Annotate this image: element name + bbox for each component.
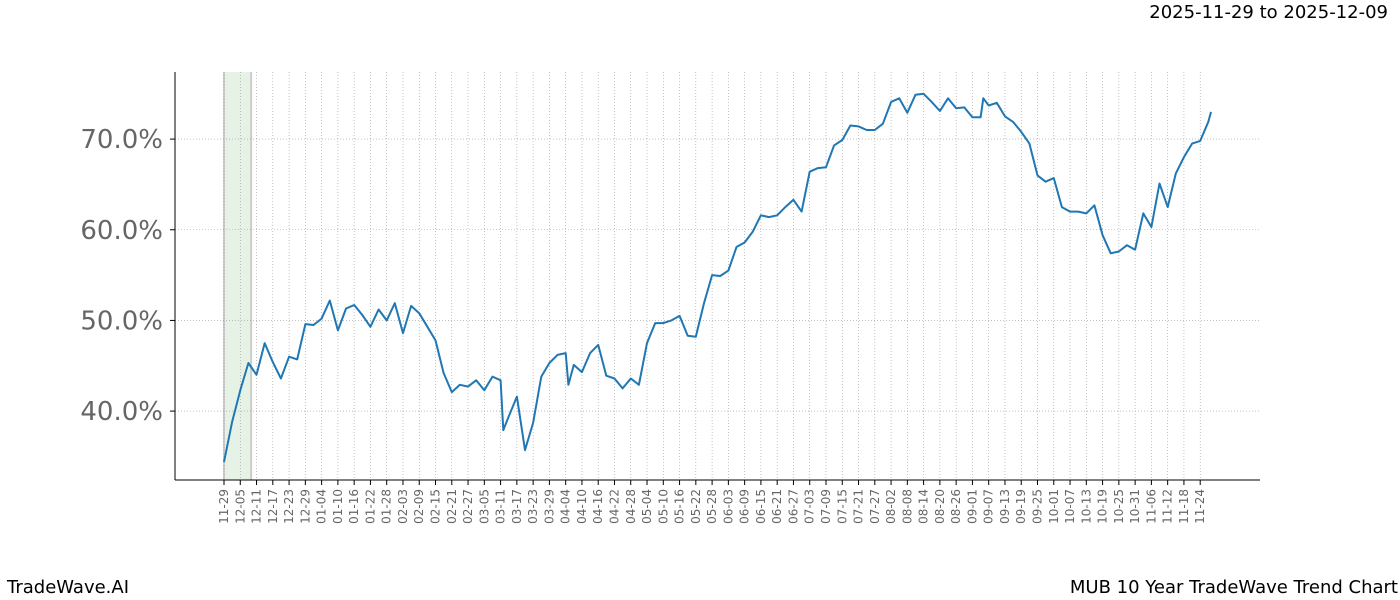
trend-line [223, 92, 1212, 463]
x-tick-label: 11-29 [217, 489, 231, 524]
x-tick-label: 06-15 [754, 489, 768, 524]
x-tick-label: 09-07 [982, 489, 996, 524]
x-tick-label: 07-09 [819, 489, 833, 524]
y-tick-label: 70.0% [80, 125, 163, 155]
highlight-band [224, 72, 252, 480]
x-tick-label: 09-19 [1014, 489, 1028, 524]
y-tick-label: 60.0% [80, 216, 163, 246]
x-tick-label: 01-10 [331, 489, 345, 524]
x-tick-label: 06-09 [738, 489, 752, 524]
x-tick-label: 05-10 [656, 489, 670, 524]
x-tick-label: 06-21 [770, 489, 784, 524]
x-tick-label: 04-10 [575, 489, 589, 524]
x-tick-label: 02-27 [461, 489, 475, 524]
x-tick-label: 08-08 [900, 489, 914, 524]
date-range-label: 2025-11-29 to 2025-12-09 [1149, 2, 1388, 23]
x-tick-label: 11-06 [1144, 489, 1158, 524]
brand-label: TradeWave.AI [7, 577, 130, 598]
x-tick-label: 01-28 [380, 489, 394, 524]
x-tick-label: 10-01 [1047, 489, 1061, 524]
x-tick-label: 10-07 [1063, 489, 1077, 524]
x-tick-label: 10-19 [1096, 489, 1110, 524]
x-tick-label: 04-16 [591, 489, 605, 524]
x-tick-label: 02-09 [412, 489, 426, 524]
x-tick-label: 07-27 [868, 489, 882, 524]
x-tick-label: 01-22 [363, 489, 377, 524]
x-tick-label: 02-21 [445, 489, 459, 524]
x-tick-label: 07-03 [803, 489, 817, 524]
x-tick-label: 03-11 [494, 489, 508, 524]
x-tick-label: 04-04 [559, 489, 573, 524]
x-tick-label: 09-25 [1031, 489, 1045, 524]
x-tick-label: 06-27 [786, 489, 800, 524]
x-tick-label: 08-20 [933, 489, 947, 524]
x-tick-label: 07-21 [852, 489, 866, 524]
x-tick-label: 11-18 [1177, 489, 1191, 524]
x-tick-label: 01-04 [315, 489, 329, 524]
x-tick-label: 08-14 [917, 489, 931, 524]
x-tick-label: 03-29 [542, 489, 556, 524]
x-tick-label: 02-03 [396, 489, 410, 524]
chart-title: MUB 10 Year TradeWave Trend Chart [1069, 577, 1398, 598]
x-tick-label: 10-25 [1112, 489, 1126, 524]
x-tick-label: 03-23 [526, 489, 540, 524]
x-tick-label: 05-22 [689, 489, 703, 524]
x-tick-label: 12-17 [266, 489, 280, 524]
x-tick-label: 05-04 [640, 489, 654, 524]
x-tick-label: 05-16 [673, 489, 687, 524]
y-tick-label: 40.0% [80, 397, 163, 427]
x-tick-label: 03-17 [510, 489, 524, 524]
x-tick-label: 03-05 [477, 489, 491, 524]
x-tick-label: 12-05 [233, 489, 247, 524]
x-tick-label: 08-02 [884, 489, 898, 524]
x-tick-label: 12-23 [282, 489, 296, 524]
x-tick-label: 11-12 [1161, 489, 1175, 524]
x-tick-label: 09-01 [965, 489, 979, 524]
x-tick-label: 12-29 [298, 489, 312, 524]
x-tick-label: 08-26 [949, 489, 963, 524]
y-tick-label: 50.0% [80, 306, 163, 336]
x-tick-label: 10-31 [1128, 489, 1142, 524]
x-tick-label: 04-22 [607, 489, 621, 524]
x-tick-label: 07-15 [835, 489, 849, 524]
x-tick-label: 01-16 [347, 489, 361, 524]
x-tick-label: 06-03 [721, 489, 735, 524]
x-tick-label: 11-24 [1193, 489, 1207, 524]
x-tick-label: 09-13 [998, 489, 1012, 524]
x-tick-label: 12-11 [250, 489, 264, 524]
x-tick-label: 10-13 [1079, 489, 1093, 524]
x-tick-label: 05-28 [705, 489, 719, 524]
x-tick-label: 04-28 [624, 489, 638, 524]
x-tick-label: 02-15 [429, 489, 443, 524]
